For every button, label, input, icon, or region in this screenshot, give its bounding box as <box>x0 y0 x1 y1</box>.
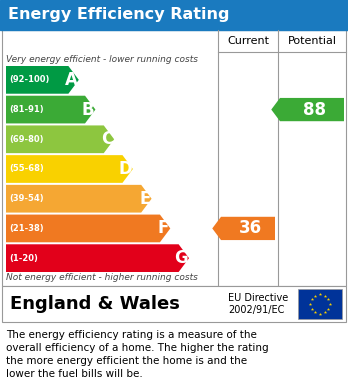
Polygon shape <box>6 185 152 213</box>
Text: Not energy efficient - higher running costs: Not energy efficient - higher running co… <box>6 273 198 283</box>
Text: (92-100): (92-100) <box>9 75 49 84</box>
Bar <box>0 0 348 30</box>
Text: Very energy efficient - lower running costs: Very energy efficient - lower running co… <box>6 56 198 65</box>
Text: (55-68): (55-68) <box>9 165 44 174</box>
Text: EU Directive: EU Directive <box>228 292 288 303</box>
Polygon shape <box>212 217 275 240</box>
Text: overall efficiency of a home. The higher the rating: overall efficiency of a home. The higher… <box>6 343 269 353</box>
Text: E: E <box>139 190 151 208</box>
Text: Potential: Potential <box>287 36 337 46</box>
Text: (69-80): (69-80) <box>9 135 44 144</box>
Bar <box>2 286 346 322</box>
Text: G: G <box>174 249 188 267</box>
Text: England & Wales: England & Wales <box>10 295 180 313</box>
Text: lower the fuel bills will be.: lower the fuel bills will be. <box>6 369 143 379</box>
Text: A: A <box>65 71 78 89</box>
Polygon shape <box>271 98 344 121</box>
Text: (21-38): (21-38) <box>9 224 44 233</box>
Text: Current: Current <box>227 36 269 46</box>
Text: (81-91): (81-91) <box>9 105 44 114</box>
Text: the more energy efficient the home is and the: the more energy efficient the home is an… <box>6 356 247 366</box>
Text: (39-54): (39-54) <box>9 194 44 203</box>
Polygon shape <box>6 244 189 272</box>
Bar <box>2 30 346 286</box>
Text: D: D <box>118 160 132 178</box>
Text: The energy efficiency rating is a measure of the: The energy efficiency rating is a measur… <box>6 330 257 340</box>
Text: 88: 88 <box>302 100 325 118</box>
Polygon shape <box>6 155 133 183</box>
Text: B: B <box>82 100 94 118</box>
Text: 36: 36 <box>238 219 262 237</box>
Bar <box>298 289 342 319</box>
Polygon shape <box>6 215 170 242</box>
Text: (1-20): (1-20) <box>9 254 38 263</box>
Text: Energy Efficiency Rating: Energy Efficiency Rating <box>8 7 229 23</box>
Text: 2002/91/EC: 2002/91/EC <box>228 305 284 316</box>
Text: C: C <box>101 130 113 148</box>
Polygon shape <box>6 96 95 124</box>
Polygon shape <box>6 126 114 153</box>
Text: F: F <box>158 219 169 237</box>
Polygon shape <box>6 66 79 94</box>
